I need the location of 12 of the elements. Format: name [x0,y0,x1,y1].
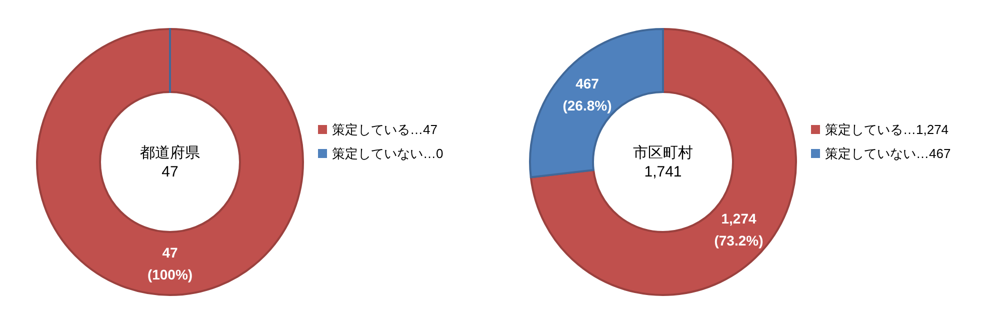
donut-slice [530,28,797,296]
legend-label: 策定していない…0 [332,146,444,161]
legend-label: 策定していない…467 [825,146,951,161]
text: 47 [162,164,178,180]
text: 1,741 [644,164,682,180]
data-label: 467 (26.8%) [562,75,612,114]
text: 市区町村 [633,144,693,162]
data-label: 1,274 (73.2%) [714,210,764,249]
legend-label: 策定している…47 [332,122,438,137]
data-label: 47 (100%) [147,244,193,282]
text: 都道府県 [140,144,200,162]
legend-label: 策定している…1,274 [825,122,949,137]
